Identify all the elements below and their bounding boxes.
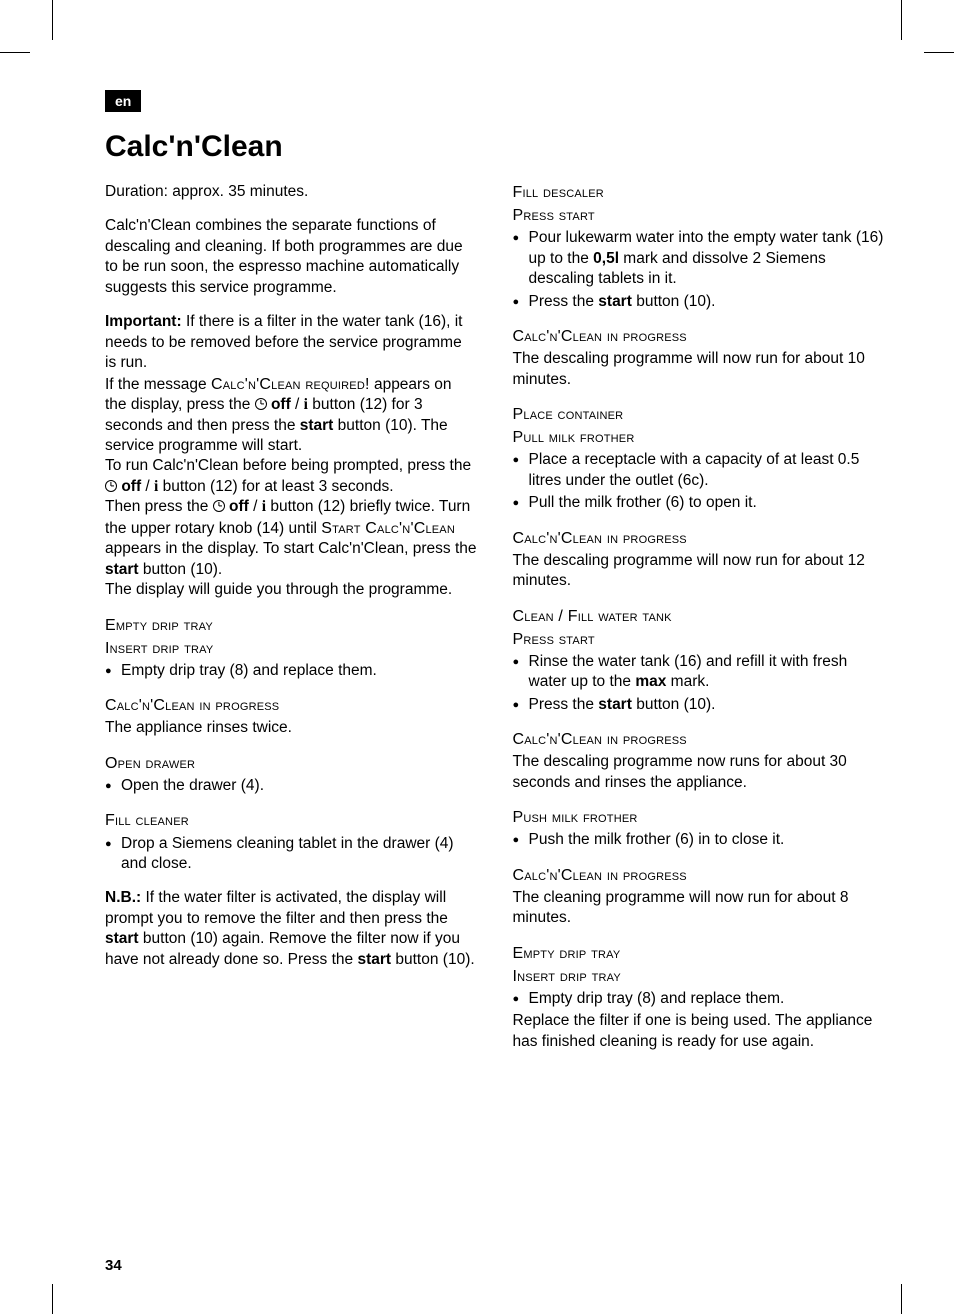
- start-label: start: [300, 417, 334, 434]
- step-fill-cleaner: Fill cleaner Drop a Siemens cleaning tab…: [105, 810, 477, 874]
- duration-text: Duration: approx. 35 minutes.: [105, 182, 477, 202]
- list-item: Open the drawer (4).: [105, 776, 477, 796]
- step-open-drawer: Open drawer Open the drawer (4).: [105, 753, 477, 797]
- crop-mark: [52, 0, 53, 40]
- body-text: button (10).: [391, 951, 475, 968]
- clock-icon: [213, 500, 225, 512]
- body-text: Press the: [529, 293, 599, 310]
- important-label: Important:: [105, 313, 182, 330]
- clock-icon: [105, 480, 117, 492]
- list-item: Rinse the water tank (16) and refill it …: [513, 652, 885, 693]
- step-fill-descaler: Fill descaler Press start Pour lukewarm …: [513, 182, 885, 312]
- display-heading: Insert drip tray: [105, 638, 477, 659]
- body-text: The cleaning programme will now run for …: [513, 888, 885, 929]
- display-heading: Insert drip tray: [513, 966, 885, 987]
- body-text: button (10).: [632, 696, 716, 713]
- body-text: mark.: [666, 673, 709, 690]
- body-text: Press the: [529, 696, 599, 713]
- clock-icon: [255, 398, 267, 410]
- display-heading: Calc'n'Clean in progress: [513, 528, 885, 549]
- intro-text: Calc'n'Clean combines the separate funct…: [105, 216, 477, 298]
- start-label: start: [105, 561, 139, 578]
- list-item: Pull the milk frother (6) to open it.: [513, 493, 885, 513]
- nb-block: N.B.: If the water filter is activated, …: [105, 888, 477, 970]
- page-number: 34: [105, 1257, 122, 1274]
- list-item: Place a receptacle with a capacity of at…: [513, 450, 885, 491]
- body-text: To run Calc'n'Clean before being prompte…: [105, 457, 471, 474]
- display-message: Calc'n'Clean required!: [211, 376, 370, 393]
- body-text: Replace the filter if one is being used.…: [513, 1011, 885, 1052]
- step-progress-30sec: Calc'n'Clean in progress The descaling p…: [513, 729, 885, 793]
- content-columns: Duration: approx. 35 minutes. Calc'n'Cle…: [105, 182, 884, 1066]
- display-heading: Pull milk frother: [513, 427, 885, 448]
- display-heading: Place container: [513, 404, 885, 425]
- body-text: Then press the: [105, 498, 213, 515]
- step-progress-8min: Calc'n'Clean in progress The cleaning pr…: [513, 865, 885, 929]
- list-item: Empty drip tray (8) and replace them.: [105, 661, 477, 681]
- step-final-empty-tray: Empty drip tray Insert drip tray Empty d…: [513, 943, 885, 1053]
- list-item: Press the start button (10).: [513, 292, 885, 312]
- start-label: start: [598, 696, 632, 713]
- display-heading: Fill cleaner: [105, 810, 477, 831]
- body-text: The descaling programme will now run for…: [513, 349, 885, 390]
- display-heading: Clean / Fill water tank: [513, 606, 885, 627]
- step-rinse: Calc'n'Clean in progress The appliance r…: [105, 695, 477, 739]
- body-text: If the message: [105, 376, 211, 393]
- crop-mark: [52, 1284, 53, 1314]
- list-item: Drop a Siemens cleaning tablet in the dr…: [105, 834, 477, 875]
- display-heading: Press start: [513, 629, 885, 650]
- off-label: off: [271, 396, 291, 413]
- display-heading: Calc'n'Clean in progress: [513, 326, 885, 347]
- display-heading: Calc'n'Clean in progress: [105, 695, 477, 716]
- display-heading: Push milk frother: [513, 807, 885, 828]
- page-title: Calc'n'Clean: [105, 130, 884, 164]
- crop-mark: [924, 52, 954, 53]
- step-progress-12min: Calc'n'Clean in progress The descaling p…: [513, 528, 885, 592]
- step-push-frother: Push milk frother Push the milk frother …: [513, 807, 885, 851]
- off-label: off: [121, 478, 141, 495]
- display-heading: Empty drip tray: [513, 943, 885, 964]
- body-text: If the water filter is activated, the di…: [105, 889, 448, 926]
- mark-label: 0,5l: [593, 250, 619, 267]
- mark-label: max: [635, 673, 666, 690]
- body-text: button (10).: [139, 561, 223, 578]
- crop-mark: [901, 1284, 902, 1314]
- crop-mark: [901, 0, 902, 40]
- step-empty-drip-tray: Empty drip tray Insert drip tray Empty d…: [105, 615, 477, 682]
- step-progress-10min: Calc'n'Clean in progress The descaling p…: [513, 326, 885, 390]
- body-text: appears in the display. To start Calc'n'…: [105, 540, 477, 557]
- start-label: start: [598, 293, 632, 310]
- display-message: Start Calc'n'Clean: [321, 520, 455, 537]
- display-heading: Calc'n'Clean in progress: [513, 865, 885, 886]
- crop-mark: [0, 52, 30, 53]
- list-item: Pour lukewarm water into the empty water…: [513, 228, 885, 289]
- display-heading: Empty drip tray: [105, 615, 477, 636]
- display-heading: Press start: [513, 205, 885, 226]
- step-place-container: Place container Pull milk frother Place …: [513, 404, 885, 514]
- list-item: Press the start button (10).: [513, 695, 885, 715]
- list-item: Empty drip tray (8) and replace them.: [513, 989, 885, 1009]
- display-heading: Calc'n'Clean in progress: [513, 729, 885, 750]
- body-text: The display will guide you through the p…: [105, 581, 452, 598]
- off-label: off: [229, 498, 249, 515]
- language-badge: en: [105, 90, 141, 112]
- body-text: The descaling programme will now run for…: [513, 551, 885, 592]
- important-block: Important: If there is a filter in the w…: [105, 312, 477, 600]
- slash: /: [291, 396, 304, 413]
- step-clean-fill-tank: Clean / Fill water tank Press start Rins…: [513, 606, 885, 716]
- display-heading: Fill descaler: [513, 182, 885, 203]
- start-label: start: [357, 951, 391, 968]
- display-heading: Open drawer: [105, 753, 477, 774]
- nb-label: N.B.:: [105, 889, 141, 906]
- body-text: The descaling programme now runs for abo…: [513, 752, 885, 793]
- start-label: start: [105, 930, 139, 947]
- body-text: button (12) for at least 3 seconds.: [158, 478, 393, 495]
- list-item: Push the milk frother (6) in to close it…: [513, 830, 885, 850]
- body-text: button (10).: [632, 293, 716, 310]
- slash: /: [141, 478, 154, 495]
- slash: /: [249, 498, 262, 515]
- body-text: The appliance rinses twice.: [105, 718, 477, 738]
